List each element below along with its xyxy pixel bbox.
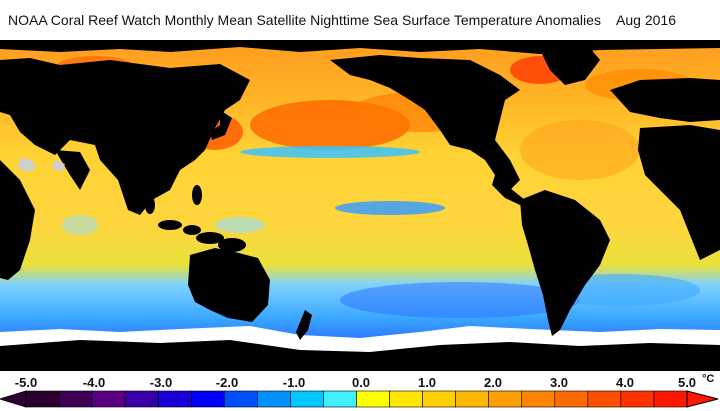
map-canvas <box>0 40 720 371</box>
maritime-continent-land <box>145 185 246 252</box>
africa-land-west <box>0 160 35 280</box>
legend-tick: -5.0 <box>14 375 38 390</box>
legend-tick: -2.0 <box>215 375 239 390</box>
eurasia-land <box>0 58 250 215</box>
colorbar-cell <box>157 390 192 408</box>
europe-land <box>610 78 720 122</box>
japan-land <box>210 110 232 140</box>
legend-tick: -1.0 <box>282 375 306 390</box>
legend-tick: 0.0 <box>351 375 371 390</box>
legend-tick: -3.0 <box>149 375 173 390</box>
title-date: Aug 2016 <box>616 12 676 28</box>
arctic-land <box>0 40 720 54</box>
colorbar-cell <box>422 390 456 408</box>
legend-tick: -4.0 <box>82 375 106 390</box>
colorbar-arrow-high <box>686 390 719 408</box>
colorbar-cell <box>290 390 324 408</box>
legend-tick: 1.0 <box>417 375 437 390</box>
legend-tick: 3.0 <box>549 375 569 390</box>
map-title: NOAA Coral Reef Watch Monthly Mean Satel… <box>0 0 720 40</box>
colorbar-cell <box>190 390 225 408</box>
legend-unit: °C <box>702 373 715 385</box>
colorbar-cell <box>224 390 258 408</box>
colorbar-cell <box>587 390 622 408</box>
lake-ice <box>18 158 65 172</box>
colorbar-cell <box>257 390 291 408</box>
legend-tick: 4.0 <box>615 375 635 390</box>
central-america-land <box>492 175 525 205</box>
sst-anomaly-map <box>0 40 720 371</box>
colorbar-cell <box>124 390 159 408</box>
africa-land-east <box>638 125 720 260</box>
north-america-land <box>330 55 520 190</box>
colorbar-cell <box>554 390 589 408</box>
colorbar-cell <box>389 390 423 408</box>
new-zealand-land <box>296 310 312 340</box>
colorbar-cell <box>653 390 688 408</box>
legend-tick: 2.0 <box>483 375 503 390</box>
south-america-land <box>520 190 610 336</box>
title-text: NOAA Coral Reef Watch Monthly Mean Satel… <box>8 12 601 28</box>
colorbar-arrow-low <box>0 390 27 408</box>
colorbar-cell <box>91 390 126 408</box>
greenland-land <box>540 48 600 85</box>
antarctica-land <box>0 340 720 371</box>
colorbar-cell <box>323 390 357 408</box>
colorbar-cell <box>25 390 60 408</box>
colorbar-cell <box>620 390 655 408</box>
colorbar-cell <box>488 390 523 408</box>
australia-land <box>188 248 270 322</box>
colorbar-cell <box>356 390 390 408</box>
legend-tick: 5.0 <box>677 375 697 390</box>
colorbar-cell <box>521 390 556 408</box>
colorbar-cell <box>455 390 489 408</box>
color-scale-bar <box>0 390 719 408</box>
colorbar-cell <box>58 390 93 408</box>
india-land <box>55 150 90 190</box>
